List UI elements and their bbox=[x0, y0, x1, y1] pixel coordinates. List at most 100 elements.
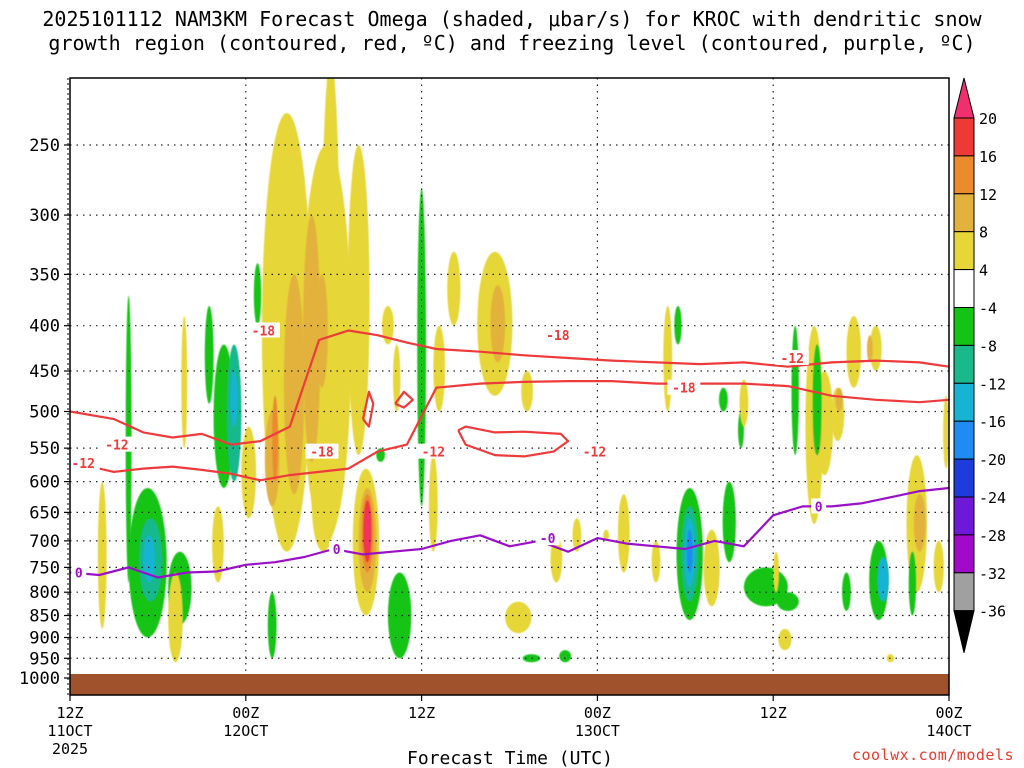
omega-blob bbox=[433, 325, 446, 412]
x-tick-date: 12OCT bbox=[223, 722, 268, 740]
contour-layer: -18 -12 -12 -18 -12 -18 -12 -18 -12 0 0 -0 0 bbox=[70, 322, 949, 581]
colorbar-segment bbox=[953, 458, 975, 498]
contour-label-bg bbox=[775, 349, 809, 365]
freezing-contour-label: 0 bbox=[333, 543, 341, 558]
y-tick-label: 1000 bbox=[19, 669, 60, 689]
colorbar-label: -12 bbox=[979, 375, 1006, 393]
omega-blob bbox=[347, 144, 370, 456]
colorbar-segment bbox=[953, 307, 975, 346]
y-tick-label: 650 bbox=[29, 503, 60, 523]
omega-blob bbox=[603, 529, 610, 541]
omega-blob bbox=[651, 540, 661, 583]
freezing-contour-label: 0 bbox=[815, 500, 823, 515]
ground-layer bbox=[70, 674, 949, 695]
dgz-contour-minus18 bbox=[70, 329, 949, 446]
omega-blob bbox=[230, 370, 238, 427]
x-tick-label: 12Z bbox=[56, 704, 83, 722]
x-axis-label: Forecast Time (UTC) bbox=[407, 748, 613, 768]
ground-surface bbox=[70, 674, 949, 695]
omega-blob bbox=[559, 650, 572, 663]
omega-blob bbox=[674, 305, 682, 345]
x-tick-date: 11OCT bbox=[47, 722, 92, 740]
y-tick-label: 800 bbox=[29, 583, 60, 603]
omega-blob bbox=[776, 592, 799, 611]
omega-blob bbox=[365, 506, 370, 552]
omega-blob bbox=[791, 325, 799, 456]
omega-blob bbox=[181, 315, 188, 449]
contour-label-bg bbox=[246, 322, 280, 338]
omega-blob bbox=[521, 370, 533, 412]
dgz-contour-label: -18 bbox=[672, 382, 696, 397]
colorbar-segment bbox=[953, 534, 975, 574]
colorbar: 20 16 12 8 4 -4 -8 -12 -16 -20 -24 -28 -32 -36 bbox=[953, 77, 1006, 653]
colorbar-segment bbox=[953, 496, 975, 536]
dgz-contour-label: -12 bbox=[105, 439, 128, 454]
omega-blob bbox=[490, 285, 506, 363]
omega-blob bbox=[663, 305, 673, 412]
omega-blob bbox=[204, 305, 214, 404]
dgz-contour-label: -12 bbox=[583, 446, 606, 461]
grid-layer bbox=[70, 78, 949, 695]
freezing-label-bg bbox=[71, 564, 87, 580]
y-tick-label: 300 bbox=[29, 206, 60, 226]
contour-label-bg bbox=[416, 443, 450, 459]
dgz-contour-minus12 bbox=[70, 380, 949, 482]
dgz-contour-label: -12 bbox=[781, 352, 804, 367]
omega-blob bbox=[382, 305, 394, 345]
omega-blob bbox=[739, 379, 749, 427]
y-tick-label: 350 bbox=[29, 265, 60, 285]
x-tick-label: 00Z bbox=[232, 704, 259, 722]
contour-label-bg bbox=[667, 379, 701, 395]
x-tick-date: 13OCT bbox=[575, 722, 620, 740]
omega-blob bbox=[97, 481, 107, 629]
omega-blob bbox=[866, 335, 873, 363]
colorbar-segment bbox=[953, 420, 975, 460]
colorbar-label: -16 bbox=[979, 413, 1006, 431]
credit-link[interactable]: coolwx.com/models bbox=[851, 746, 1014, 764]
omega-blob bbox=[316, 274, 328, 388]
colorbar-segment bbox=[953, 572, 975, 612]
omega-blob bbox=[846, 315, 862, 388]
omega-blob bbox=[722, 481, 736, 563]
y-tick-label: 550 bbox=[29, 439, 60, 459]
omega-blob bbox=[943, 395, 949, 469]
contour-label-bg bbox=[100, 436, 134, 452]
omega-blob bbox=[241, 426, 257, 519]
x-tick-label: 12Z bbox=[408, 704, 435, 722]
omega-blob bbox=[253, 263, 262, 326]
colorbar-segment bbox=[953, 193, 975, 233]
dgz-contour-label: -18 bbox=[546, 329, 570, 344]
omega-blob bbox=[212, 506, 224, 583]
colorbar-label: 4 bbox=[979, 262, 988, 280]
colorbar-segment bbox=[953, 382, 975, 422]
colorbar-top-triangle bbox=[953, 77, 975, 119]
omega-blob bbox=[302, 215, 321, 462]
colorbar-label: -36 bbox=[979, 603, 1006, 621]
omega-blob bbox=[311, 455, 336, 552]
y-tick-label: 450 bbox=[29, 362, 60, 382]
contour-label-bg bbox=[577, 443, 611, 459]
colorbar-segment bbox=[953, 117, 975, 157]
x-tick-label: 12Z bbox=[760, 704, 787, 722]
omega-blob bbox=[812, 344, 822, 456]
omega-blob bbox=[428, 455, 438, 552]
y-tick-label: 500 bbox=[29, 403, 60, 423]
dgz-contour-label: -12 bbox=[71, 457, 94, 472]
freezing-level-contour bbox=[70, 486, 949, 579]
colorbar-label: -20 bbox=[979, 451, 1006, 469]
omega-blob bbox=[505, 601, 532, 634]
colorbar-segment bbox=[953, 155, 975, 195]
omega-blob bbox=[522, 654, 541, 663]
freezing-label-bg bbox=[329, 541, 345, 557]
omega-blob bbox=[773, 551, 780, 593]
y-tick-label: 250 bbox=[29, 136, 60, 156]
freezing-label-bg bbox=[535, 530, 560, 546]
omega-blob bbox=[572, 518, 582, 552]
omega-shading-layer bbox=[97, 78, 949, 663]
chart-title-line-2: growth region (contoured, red, ºC) and f… bbox=[48, 31, 976, 55]
x-tick-label: 00Z bbox=[935, 704, 962, 722]
colorbar-label: -24 bbox=[979, 489, 1006, 507]
omega-blob bbox=[835, 387, 843, 412]
